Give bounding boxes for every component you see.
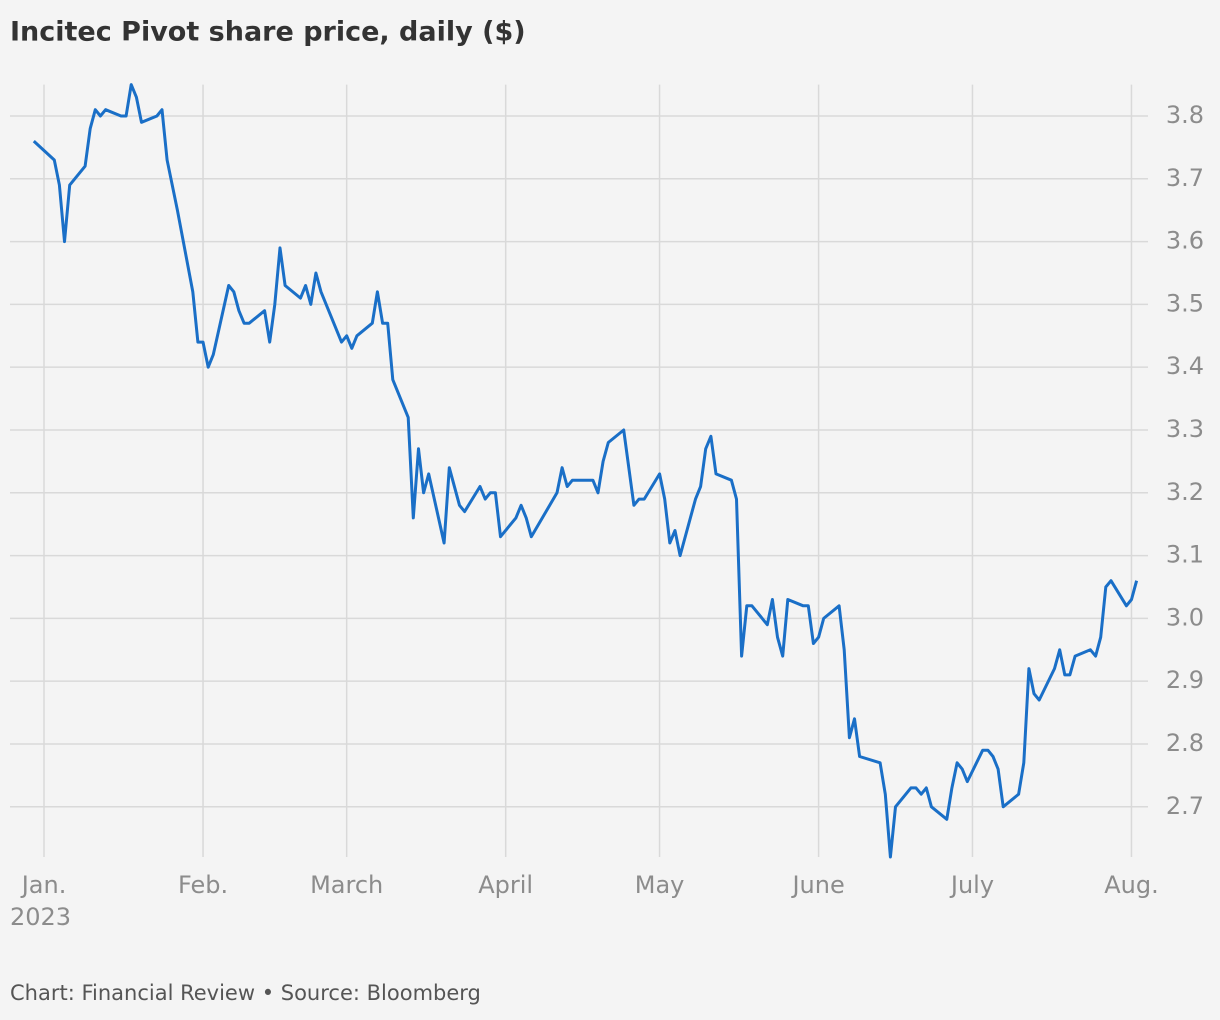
y-tick-label: 3.1 xyxy=(1166,541,1204,569)
x-tick-label: Jan. xyxy=(20,871,67,899)
x-tick-label: Feb. xyxy=(178,871,228,899)
y-tick-label: 3.8 xyxy=(1166,101,1204,129)
y-tick-label: 3.3 xyxy=(1166,415,1204,443)
y-tick-label: 3.4 xyxy=(1166,352,1204,380)
y-tick-label: 2.8 xyxy=(1166,729,1204,757)
x-tick-label: May xyxy=(635,871,685,899)
x-tick-label: April xyxy=(478,871,533,899)
y-tick-label: 2.9 xyxy=(1166,666,1204,694)
y-tick-label: 2.7 xyxy=(1166,792,1204,820)
y-tick-label: 3.2 xyxy=(1166,478,1204,506)
y-tick-label: 3.0 xyxy=(1166,603,1204,631)
y-tick-label: 3.6 xyxy=(1166,227,1204,255)
source: Chart: Financial Review • Source: Bloomb… xyxy=(10,981,481,1005)
x-tick-label: June xyxy=(790,871,844,899)
y-tick-label: 3.7 xyxy=(1166,164,1204,192)
y-tick-label: 3.5 xyxy=(1166,289,1204,317)
x-tick-label: March xyxy=(310,871,383,899)
price-line xyxy=(32,83,1139,859)
x-tick-label: July xyxy=(949,871,994,899)
year-label: 2023 xyxy=(10,903,71,931)
x-tick-label: Aug. xyxy=(1104,871,1159,899)
chart-title: Incitec Pivot share price, daily ($) xyxy=(10,17,526,48)
